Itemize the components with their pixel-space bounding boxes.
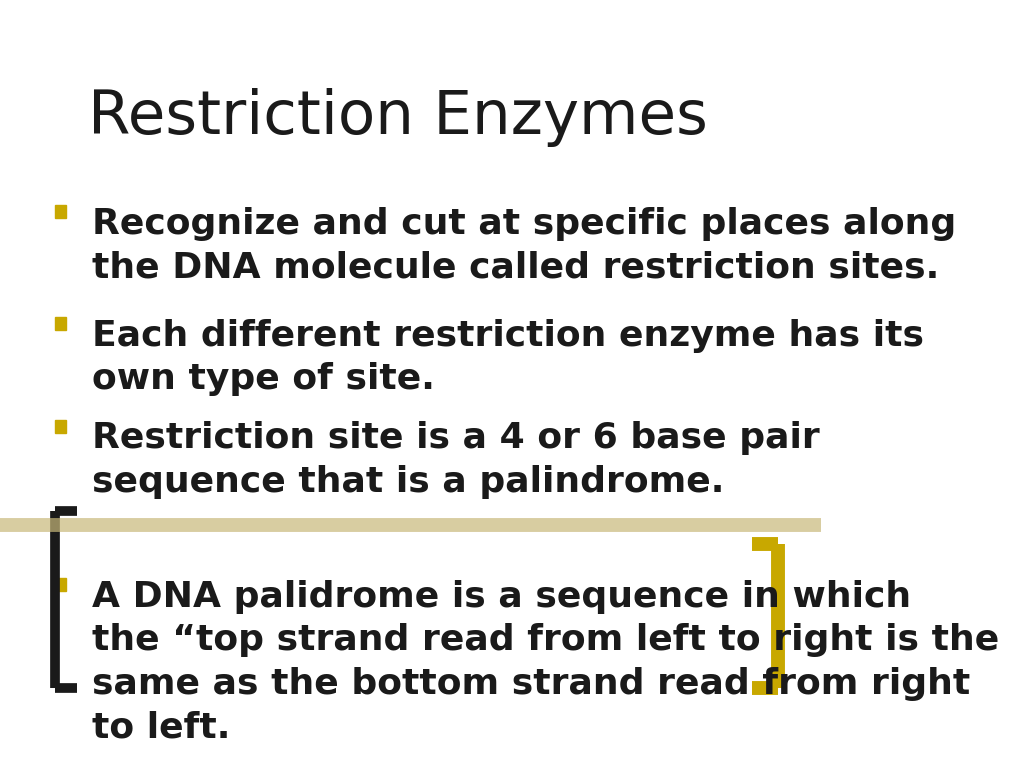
Text: Recognize and cut at specific places along
the DNA molecule called restriction s: Recognize and cut at specific places alo… — [92, 207, 956, 284]
Bar — [54, 205, 66, 218]
Bar — [54, 578, 66, 591]
Text: Each different restriction enzyme has its
own type of site.: Each different restriction enzyme has it… — [92, 319, 925, 396]
Bar — [54, 317, 66, 330]
Bar — [54, 419, 66, 432]
Text: Restriction site is a 4 or 6 base pair
sequence that is a palindrome.: Restriction site is a 4 or 6 base pair s… — [92, 422, 820, 499]
Text: A DNA palidrome is a sequence in which
the “top strand read from left to right i: A DNA palidrome is a sequence in which t… — [92, 580, 999, 744]
Text: Restriction Enzymes: Restriction Enzymes — [88, 88, 708, 147]
